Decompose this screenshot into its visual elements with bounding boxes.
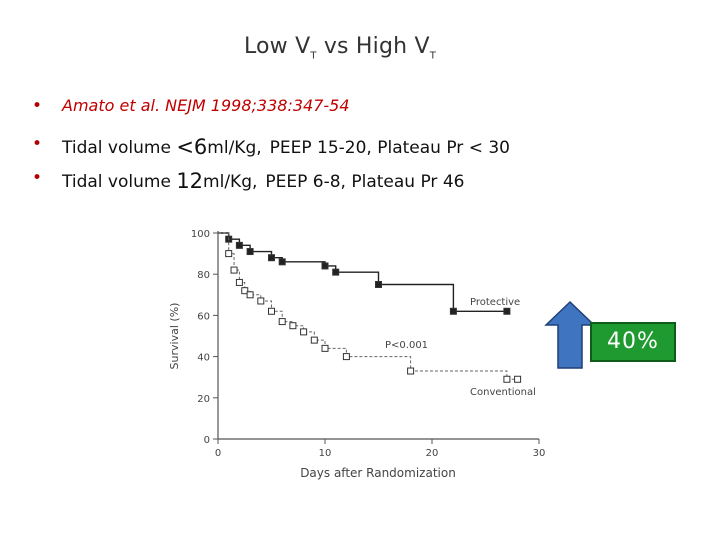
y-tick-label: 100: [191, 229, 210, 240]
data-point-conventional: [268, 307, 275, 315]
bullet-prefix: Tidal volume: [62, 172, 177, 192]
x-tick-label: 20: [426, 448, 439, 459]
data-point-protective: [321, 262, 329, 270]
data-point-protective: [235, 241, 243, 249]
chart-axes: 0 20 40 60 80 100 0 10 20 30: [191, 229, 545, 459]
title-subscript-2: T: [429, 50, 437, 62]
bullet-rest: PEEP 15-20, Plateau Pr < 30: [269, 138, 510, 158]
data-point-conventional: [321, 344, 329, 352]
data-point-conventional: [310, 336, 318, 344]
data-point-conventional: [342, 353, 350, 361]
data-point-protective: [246, 248, 254, 256]
bullet-prefix: Tidal volume: [62, 138, 177, 158]
data-point-conventional: [300, 328, 308, 336]
x-axis-label: Days after Randomization: [300, 466, 456, 480]
bullet-emphasis: <6: [176, 135, 208, 159]
data-point-protective: [268, 254, 275, 262]
bullet-dot-icon: •: [32, 168, 43, 188]
p-value-annotation: P<0.001: [385, 340, 428, 351]
title-mid: vs High V: [316, 34, 430, 59]
data-point-conventional: [225, 250, 233, 258]
y-tick-label: 0: [204, 435, 210, 446]
up-arrow-icon: [544, 300, 596, 369]
bullet-dot-icon: •: [32, 96, 43, 116]
data-point-conventional: [241, 287, 249, 295]
y-axis-label: Survival (%): [168, 303, 181, 370]
series-label-conventional: Conventional: [470, 387, 536, 398]
mortality-difference-badge: 40%: [590, 322, 676, 362]
y-tick-label: 60: [197, 311, 210, 322]
y-tick-label: 40: [197, 353, 210, 364]
bullet-emphasis: 12: [176, 169, 204, 193]
data-point-conventional: [289, 322, 297, 330]
data-point-protective: [375, 281, 382, 288]
title-main: Low V: [243, 34, 311, 59]
series-label-protective: Protective: [470, 297, 520, 308]
chart-series: [218, 232, 522, 383]
data-point-conventional: [514, 375, 522, 383]
bullet-unit: ml/Kg,: [203, 172, 258, 192]
title-subscript-1: T: [310, 50, 317, 62]
data-point-conventional: [230, 266, 238, 274]
y-tick-label: 20: [197, 394, 210, 405]
data-point-conventional: [235, 278, 243, 286]
data-point-conventional: [257, 297, 265, 305]
data-point-protective: [449, 307, 457, 315]
x-tick-label: 0: [215, 448, 221, 459]
data-point-conventional: [246, 291, 254, 299]
data-point-conventional: [503, 375, 511, 383]
x-tick-label: 10: [319, 448, 332, 459]
x-tick-label: 30: [533, 448, 546, 459]
data-point-protective: [278, 258, 286, 266]
bullet-unit: ml/Kg,: [207, 138, 262, 158]
bullet-rest: PEEP 6-8, Plateau Pr 46: [265, 172, 465, 192]
data-point-protective: [503, 307, 511, 315]
bullet-dot-icon: •: [32, 134, 43, 154]
slide-title: Low VT vs High VT: [0, 34, 680, 61]
reference-text: Amato et al. NEJM 1998;338:347-54: [62, 96, 350, 115]
data-point-protective: [332, 268, 340, 276]
y-tick-label: 80: [197, 270, 210, 281]
data-point-conventional: [407, 367, 415, 375]
data-point-conventional: [278, 318, 286, 326]
